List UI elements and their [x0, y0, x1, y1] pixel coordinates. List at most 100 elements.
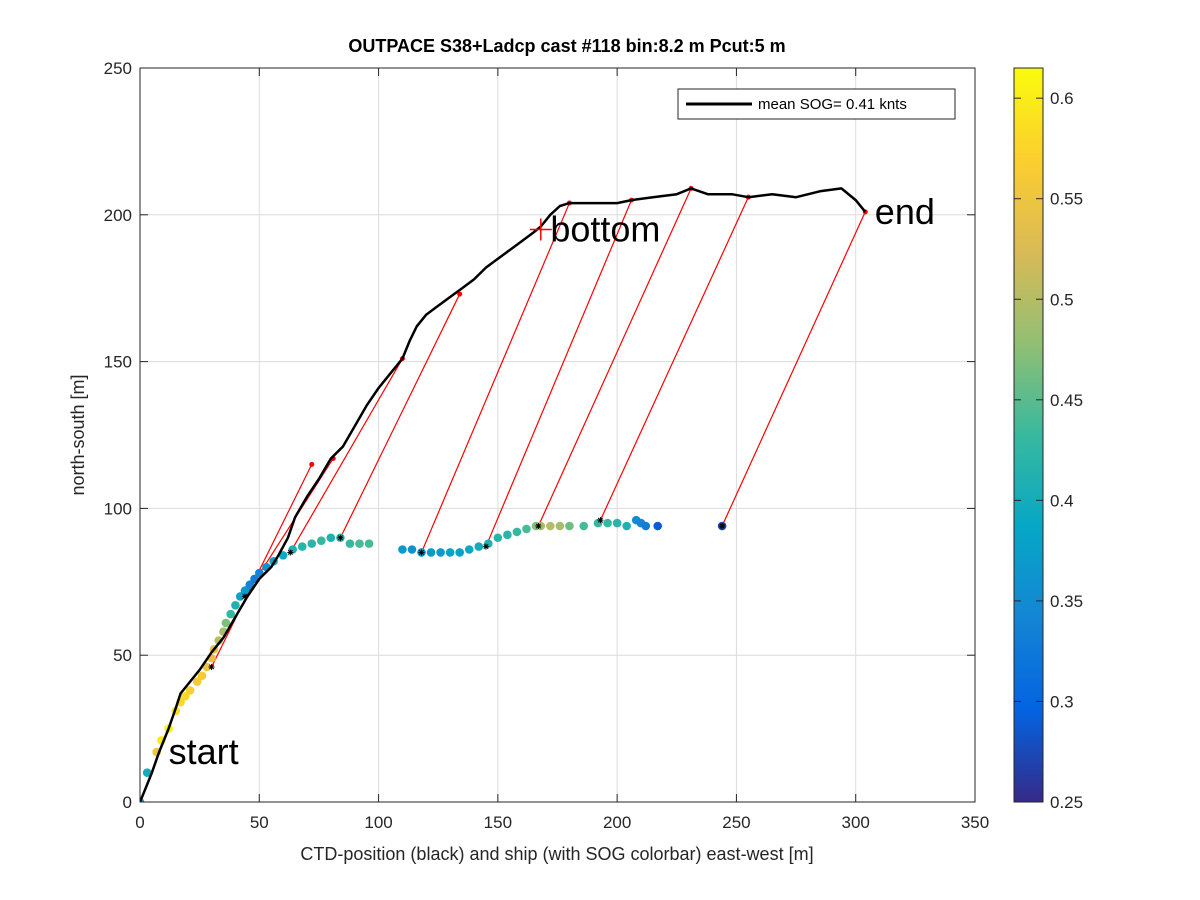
- connector-line: [211, 464, 313, 668]
- y-tick-label: 0: [123, 793, 132, 812]
- annotation-start: start: [169, 731, 239, 772]
- annotation-end: end: [875, 191, 935, 232]
- connector-line: [599, 196, 749, 521]
- bottom-marker: [529, 218, 552, 241]
- ship-point: [240, 586, 250, 595]
- x-axis-label: CTD-position (black) and ship (with SOG …: [300, 844, 813, 864]
- ship-point: [231, 600, 240, 610]
- colorbar-tick-label: 0.5: [1050, 290, 1074, 309]
- ship-point: [622, 521, 631, 531]
- colorbar-tick-label: 0.6: [1050, 89, 1074, 108]
- ship-points: [140, 515, 727, 802]
- ship-point: [455, 548, 464, 557]
- ship-point: [493, 533, 503, 543]
- ship-point: [398, 545, 407, 554]
- ship-point: [245, 580, 255, 590]
- chart-title: OUTPACE S38+Ladcp cast #118 bin:8.2 m Pc…: [348, 36, 785, 56]
- colorbar-ticks: 0.25 0.3 0.35 0.4 0.45 0.5 0.55 0.6: [1014, 89, 1083, 812]
- ship-point: [317, 536, 326, 545]
- ship-point: [297, 542, 307, 551]
- ship-sample-marker: [287, 549, 294, 556]
- ship-sample-marker: [482, 543, 489, 550]
- connector-line: [537, 188, 692, 527]
- ship-point: [565, 521, 574, 531]
- x-tick-label: 100: [364, 813, 392, 832]
- colorbar-tick-label: 0.35: [1050, 592, 1083, 611]
- plot-area: [140, 68, 975, 802]
- x-tick-label: 0: [135, 813, 144, 832]
- connector-line: [485, 199, 633, 547]
- y-tick-label: 150: [104, 353, 132, 372]
- x-tick-label: 350: [961, 813, 989, 832]
- ship-sample-marker: [241, 593, 248, 600]
- ship-point: [445, 548, 455, 557]
- ship-point: [355, 539, 364, 548]
- connector-line: [339, 293, 461, 539]
- ship-point: [474, 542, 484, 551]
- ship-point: [522, 524, 531, 534]
- ship-point: [603, 518, 612, 528]
- annotation-bottom: bottom: [550, 208, 660, 249]
- colorbar-gradient: [1013, 67, 1044, 803]
- colorbar: 0.25 0.3 0.35 0.4 0.45 0.5 0.55 0.6: [1013, 67, 1083, 812]
- ship-point: [436, 548, 445, 557]
- ship-point: [641, 521, 651, 531]
- connector-line: [420, 202, 570, 553]
- x-tick-label: 250: [722, 813, 750, 832]
- colorbar-tick-label: 0.25: [1050, 793, 1083, 812]
- colorbar-tick-label: 0.55: [1050, 190, 1083, 209]
- legend: mean SOG= 0.41 knts: [677, 88, 956, 120]
- colorbar-tick-label: 0.4: [1050, 491, 1074, 510]
- ship-point: [546, 521, 555, 531]
- ship-point: [197, 671, 207, 681]
- ctd-track-group: [140, 187, 867, 802]
- ship-point: [364, 539, 374, 548]
- ctd-track: [140, 187, 867, 802]
- connector-line: [289, 358, 403, 553]
- ship-point: [345, 539, 355, 548]
- ship-sample-marker: [597, 517, 604, 524]
- bottom-marker-group: [529, 218, 552, 241]
- legend-entry: mean SOG= 0.41 knts: [758, 96, 907, 113]
- axis-ticks: 0 50 100 150 200 250 300 350 0 50 100 150 200 250: [104, 59, 990, 832]
- y-tick-label: 250: [104, 59, 132, 78]
- y-tick-label: 50: [113, 646, 132, 665]
- ship-point: [185, 686, 195, 695]
- ship-point: [235, 592, 245, 601]
- plot-frame: [139, 67, 976, 803]
- ship-point: [555, 521, 565, 531]
- annotations: start bottom end: [169, 191, 935, 772]
- ship-point: [142, 768, 152, 777]
- ship-point: [512, 527, 522, 537]
- ship-point: [307, 539, 317, 548]
- x-tick-label: 200: [603, 813, 631, 832]
- ship-point: [181, 692, 190, 701]
- ship-point: [221, 618, 231, 628]
- ctd-sample-marker: [457, 291, 463, 297]
- ship-point: [612, 518, 622, 528]
- ship-point: [464, 545, 474, 554]
- x-tick-label: 150: [484, 813, 512, 832]
- ship-point: [579, 521, 589, 531]
- ship-sample-marker: [719, 523, 726, 530]
- x-tick-label: 50: [250, 813, 269, 832]
- ship-point: [326, 533, 336, 543]
- ship-point: [202, 662, 212, 672]
- y-axis-label: north-south [m]: [68, 374, 88, 495]
- x-tick-label: 300: [842, 813, 870, 832]
- colorbar-tick-label: 0.3: [1050, 692, 1074, 711]
- ship-sample-marker: [418, 549, 425, 556]
- ship-sample-marker: [208, 663, 215, 670]
- ship-point: [653, 521, 662, 531]
- ship-point: [192, 677, 202, 686]
- y-tick-label: 100: [104, 499, 132, 518]
- ship-sample-marker: [535, 523, 542, 530]
- ship-point: [426, 548, 436, 557]
- ship-point: [407, 545, 417, 554]
- y-tick-label: 200: [104, 206, 132, 225]
- ctd-sample-marker: [309, 461, 315, 467]
- ship-point: [226, 609, 235, 619]
- colorbar-tick-label: 0.45: [1050, 391, 1083, 410]
- ship-sample-marker: [337, 534, 344, 541]
